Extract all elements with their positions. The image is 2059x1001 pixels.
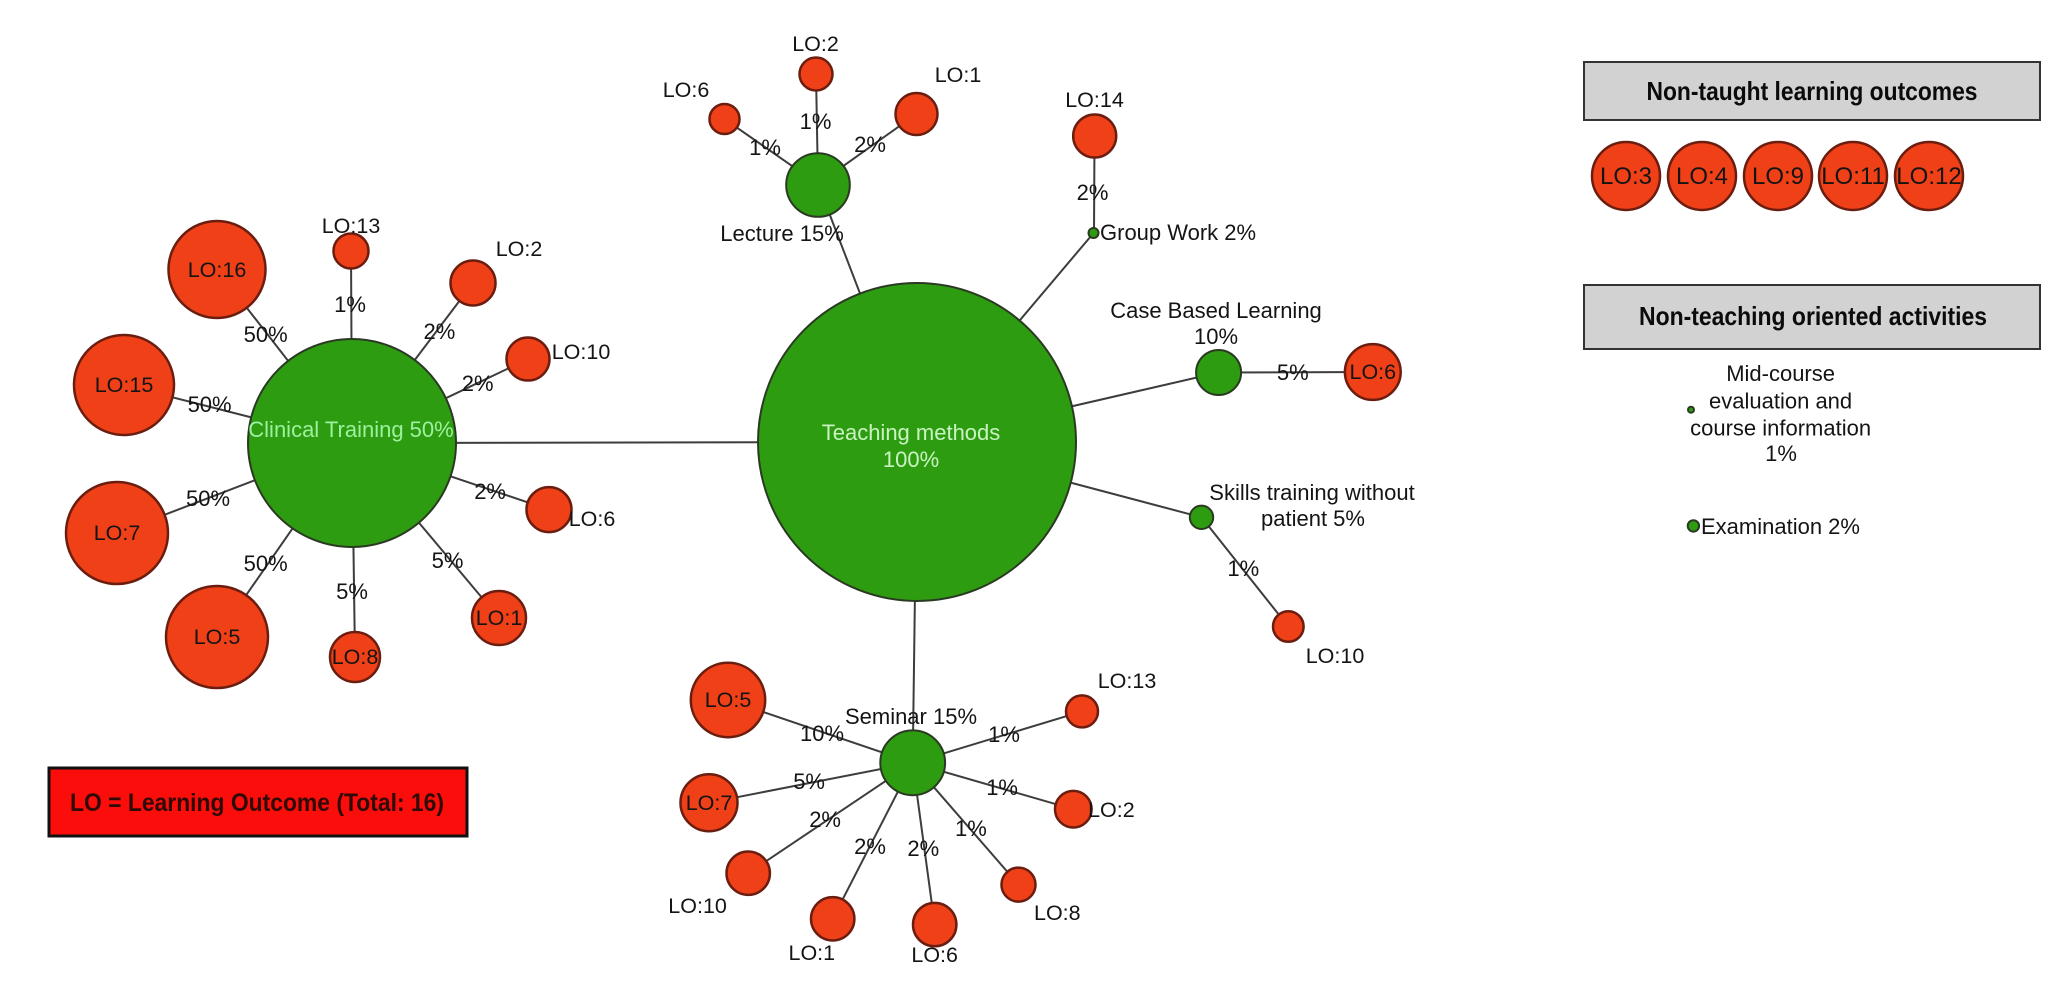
svg-text:2%: 2% xyxy=(462,371,494,396)
svg-text:LO:13: LO:13 xyxy=(1098,669,1157,693)
svg-text:Non-taught learning outcomes: Non-taught learning outcomes xyxy=(1647,76,1978,106)
svg-text:LO:16: LO:16 xyxy=(188,258,247,282)
svg-text:course information: course information xyxy=(1690,416,1871,441)
svg-text:LO:8: LO:8 xyxy=(1034,901,1081,925)
svg-text:LO:2: LO:2 xyxy=(496,237,543,261)
svg-text:5%: 5% xyxy=(793,769,825,794)
svg-text:Clinical Training 50%: Clinical Training 50% xyxy=(248,417,453,442)
svg-text:LO:10: LO:10 xyxy=(1306,644,1365,668)
svg-text:LO = Learning Outcome (Total:: LO = Learning Outcome (Total: 16) xyxy=(70,789,444,817)
svg-text:2%: 2% xyxy=(854,132,886,157)
svg-text:LO:5: LO:5 xyxy=(194,625,241,649)
svg-text:evaluation and: evaluation and xyxy=(1709,389,1852,414)
svg-text:50%: 50% xyxy=(244,551,288,576)
svg-text:LO:15: LO:15 xyxy=(95,373,154,397)
svg-text:1%: 1% xyxy=(334,292,366,317)
svg-text:Group Work 2%: Group Work 2% xyxy=(1100,220,1256,245)
svg-text:5%: 5% xyxy=(336,579,368,604)
svg-text:LO:1: LO:1 xyxy=(935,63,982,87)
svg-text:LO:12: LO:12 xyxy=(1896,163,1961,190)
svg-text:2%: 2% xyxy=(854,834,886,859)
svg-text:LO:2: LO:2 xyxy=(1088,798,1135,822)
svg-text:Skills training without: Skills training without xyxy=(1209,480,1414,505)
svg-text:LO:11: LO:11 xyxy=(1821,163,1885,190)
svg-text:Seminar 15%: Seminar 15% xyxy=(845,704,977,729)
svg-text:LO:13: LO:13 xyxy=(322,214,381,238)
svg-text:LO:5: LO:5 xyxy=(705,688,752,712)
svg-text:Examination 2%: Examination 2% xyxy=(1701,514,1860,539)
svg-text:5%: 5% xyxy=(432,548,464,573)
svg-text:5%: 5% xyxy=(1277,360,1309,385)
svg-text:2%: 2% xyxy=(907,836,939,861)
svg-text:LO:1: LO:1 xyxy=(476,606,523,630)
svg-text:10%: 10% xyxy=(800,721,844,746)
svg-text:LO:6: LO:6 xyxy=(663,78,710,102)
svg-text:100%: 100% xyxy=(883,447,939,472)
svg-text:LO:7: LO:7 xyxy=(94,521,141,545)
svg-text:LO:1: LO:1 xyxy=(788,941,835,965)
svg-text:1%: 1% xyxy=(986,775,1018,800)
svg-text:2%: 2% xyxy=(474,479,506,504)
svg-text:1%: 1% xyxy=(955,816,987,841)
svg-text:LO:6: LO:6 xyxy=(911,943,958,967)
svg-text:patient 5%: patient 5% xyxy=(1261,506,1365,531)
svg-text:LO:9: LO:9 xyxy=(1752,163,1804,190)
svg-text:LO:7: LO:7 xyxy=(686,791,733,815)
svg-text:1%: 1% xyxy=(749,135,781,160)
svg-text:Teaching methods: Teaching methods xyxy=(822,420,1001,445)
svg-text:1%: 1% xyxy=(988,722,1020,747)
svg-text:LO:6: LO:6 xyxy=(1349,360,1396,384)
svg-text:50%: 50% xyxy=(188,392,232,417)
svg-text:2%: 2% xyxy=(424,319,456,344)
svg-text:2%: 2% xyxy=(809,807,841,832)
svg-text:LO:3: LO:3 xyxy=(1600,163,1652,190)
svg-text:LO:2: LO:2 xyxy=(792,32,839,56)
svg-text:50%: 50% xyxy=(244,322,288,347)
svg-text:Case Based Learning: Case Based Learning xyxy=(1110,298,1322,323)
svg-text:Lecture 15%: Lecture 15% xyxy=(720,221,844,246)
svg-text:LO:14: LO:14 xyxy=(1065,88,1124,112)
svg-text:LO:6: LO:6 xyxy=(569,507,616,531)
svg-text:1%: 1% xyxy=(1227,556,1259,581)
svg-text:50%: 50% xyxy=(186,486,230,511)
svg-text:LO:8: LO:8 xyxy=(332,645,379,669)
svg-text:LO:10: LO:10 xyxy=(552,340,611,364)
svg-text:LO:4: LO:4 xyxy=(1676,163,1728,190)
svg-text:1%: 1% xyxy=(1765,441,1797,466)
svg-text:Mid-course: Mid-course xyxy=(1726,361,1835,386)
svg-text:10%: 10% xyxy=(1194,324,1238,349)
svg-text:2%: 2% xyxy=(1077,180,1109,205)
svg-text:1%: 1% xyxy=(800,109,832,134)
svg-text:LO:10: LO:10 xyxy=(668,894,727,918)
svg-text:Non-teaching oriented activiti: Non-teaching oriented activities xyxy=(1639,301,1987,331)
